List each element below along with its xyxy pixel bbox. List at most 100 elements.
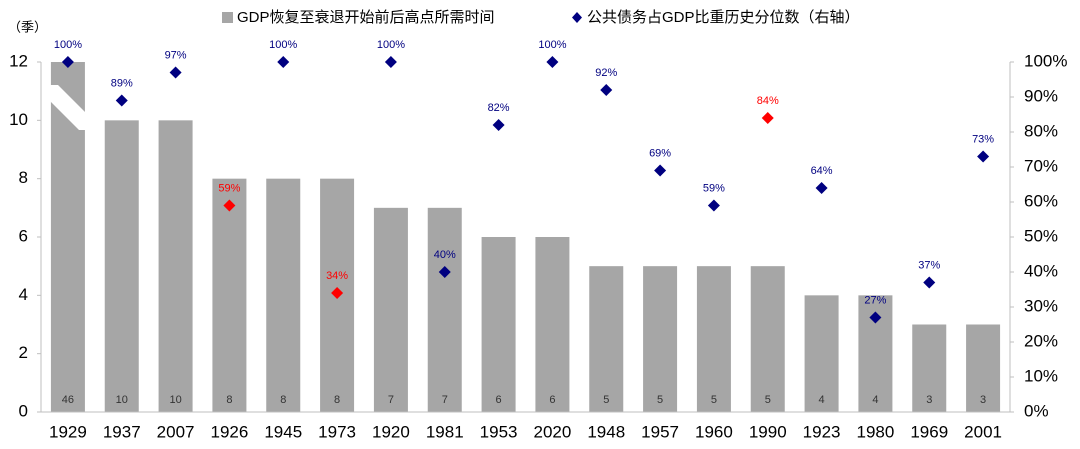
bar-value-label: 8	[334, 394, 340, 406]
bar	[750, 266, 785, 412]
diamond-marker	[438, 266, 451, 278]
y2-tick-label: 100%	[1024, 51, 1067, 70]
y-tick-label: 2	[19, 343, 28, 362]
diamond-marker	[707, 199, 720, 212]
point-value-label: 100%	[538, 39, 566, 51]
point-value-label: 84%	[757, 95, 779, 107]
point-value-label: 82%	[488, 102, 510, 114]
x-tick-label: 1923	[803, 422, 841, 441]
bar-value-label: 3	[980, 394, 986, 406]
point-value-label: 100%	[377, 39, 405, 51]
point-value-label: 27%	[864, 294, 886, 306]
y2-tick-label: 80%	[1024, 121, 1058, 140]
bar-value-label: 4	[819, 394, 825, 406]
bar	[804, 295, 839, 412]
diamond-marker	[815, 182, 828, 194]
x-tick-label: 1969	[910, 422, 948, 441]
bar	[966, 324, 1001, 412]
bar	[696, 266, 731, 412]
point-value-label: 69%	[649, 147, 671, 159]
point-value-label: 92%	[595, 67, 617, 79]
y2-tick-label: 0%	[1024, 401, 1049, 420]
bar	[481, 237, 516, 412]
bar	[589, 266, 624, 412]
x-tick-label: 1937	[103, 422, 141, 441]
y2-tick-label: 70%	[1024, 156, 1058, 175]
legend-label: 公共债务占GDP比重历史分位数（右轴）	[587, 9, 860, 26]
point-value-label: 100%	[269, 39, 297, 51]
point-value-label: 59%	[703, 182, 725, 194]
x-tick-label: 1929	[49, 422, 87, 441]
diamond-marker	[169, 66, 182, 79]
x-tick-label: 2007	[157, 422, 195, 441]
diamond-marker	[761, 112, 774, 124]
diamond-marker	[923, 276, 936, 289]
bar-value-label: 5	[603, 394, 609, 406]
diamond-marker	[223, 199, 236, 212]
bar-value-label: 10	[116, 394, 128, 406]
y-tick-label: 6	[19, 226, 28, 245]
bars	[50, 62, 1001, 412]
legend-label: GDP恢复至衰退开始前后高点所需时间	[237, 8, 495, 26]
x-tick-label: 1957	[641, 422, 679, 441]
diamond-marker	[115, 94, 128, 107]
bar-value-label: 10	[169, 394, 181, 406]
y-unit-label: （季）	[8, 19, 47, 34]
point-value-label: 37%	[918, 259, 940, 271]
bar-value-label: 8	[226, 394, 232, 406]
x-tick-label: 1980	[857, 422, 895, 441]
y-tick-label: 12	[9, 51, 28, 70]
x-tick-label: 1953	[480, 422, 518, 441]
bar-value-label: 5	[657, 394, 663, 406]
bar-value-label: 6	[549, 394, 555, 406]
x-tick-label: 1990	[749, 422, 787, 441]
bar-value-label: 6	[496, 394, 502, 406]
bar-value-label: 3	[926, 394, 932, 406]
x-tick-label: 2020	[534, 422, 572, 441]
bar	[912, 324, 947, 412]
point-value-label: 89%	[111, 77, 133, 89]
diamond-marker	[654, 164, 667, 177]
y2-tick-label: 50%	[1024, 226, 1058, 245]
diamond-marker	[492, 119, 505, 131]
y2-tick-label: 30%	[1024, 296, 1058, 315]
diamond-marker	[331, 287, 344, 299]
y-tick-label: 0	[19, 401, 28, 420]
x-tick-label: 1920	[372, 422, 410, 441]
axis-break	[46, 85, 91, 130]
diamond-marker	[277, 56, 290, 68]
diamond-marker	[546, 56, 559, 68]
bar-value-label: 4	[872, 394, 878, 406]
y2-tick-label: 40%	[1024, 261, 1058, 280]
bar-value-label: 7	[388, 394, 394, 406]
bar	[535, 237, 570, 412]
y2-tick-label: 60%	[1024, 191, 1058, 210]
point-value-label: 34%	[326, 270, 348, 282]
y-tick-label: 4	[19, 285, 28, 304]
point-value-label: 59%	[218, 182, 240, 194]
legend-swatch	[222, 12, 233, 23]
bar	[373, 207, 408, 412]
point-value-label: 40%	[434, 249, 456, 261]
bar-value-label: 5	[711, 394, 717, 406]
bar-value-label: 8	[280, 394, 286, 406]
y-tick-label: 10	[9, 110, 28, 129]
diamond-marker	[869, 311, 882, 324]
y2-tick-label: 10%	[1024, 366, 1058, 385]
diamond-marker	[384, 56, 397, 68]
point-value-label: 64%	[811, 165, 833, 177]
diamond-marker	[61, 56, 74, 68]
bar-value-label: 5	[765, 394, 771, 406]
point-value-label: 97%	[165, 49, 187, 61]
legend-swatch	[572, 12, 582, 23]
bar	[266, 178, 301, 412]
bar	[643, 266, 678, 412]
diamond-marker	[977, 150, 990, 163]
bar	[427, 207, 462, 412]
point-value-label: 73%	[972, 133, 994, 145]
y-tick-label: 8	[19, 168, 28, 187]
x-tick-label: 1945	[264, 422, 302, 441]
y2-tick-label: 90%	[1024, 86, 1058, 105]
x-tick-label: 1981	[426, 422, 464, 441]
